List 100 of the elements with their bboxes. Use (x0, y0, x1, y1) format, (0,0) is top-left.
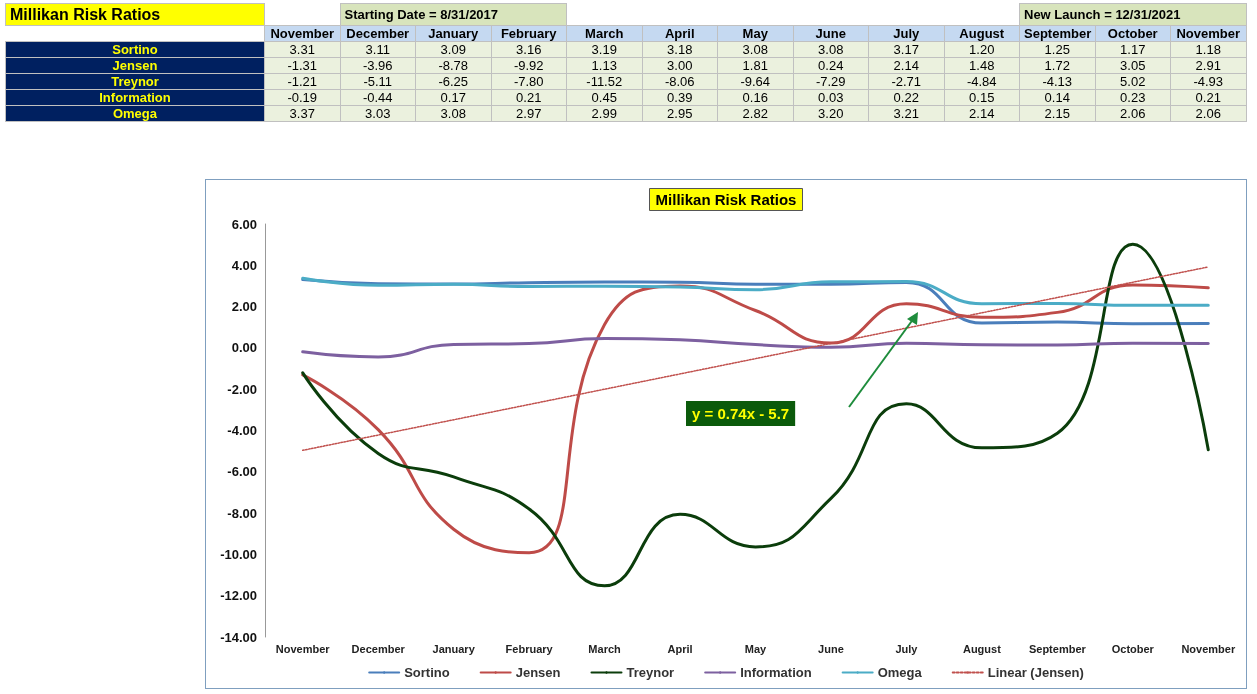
data-label: -4.13 (1019, 73, 1095, 90)
category-label: January (428, 26, 479, 41)
x-tick-label: December (351, 642, 406, 655)
data-label: 0.22 (868, 89, 944, 106)
data-label: 3.03 (340, 105, 416, 122)
data-label: 0.23 (1095, 89, 1171, 106)
data-label: 0.39 (642, 89, 718, 106)
data-label: -9.92 (491, 57, 567, 74)
data-label: 2.91 (1170, 57, 1247, 74)
data-label: -6.25 (415, 73, 491, 90)
data-label: 2.14 (944, 105, 1020, 122)
data-label: 2.06 (1095, 105, 1171, 122)
y-tick-label: -12.00 (220, 588, 257, 604)
data-label: -7.29 (793, 73, 869, 90)
text: Omega (112, 106, 158, 121)
y-tick-label: -2.00 (227, 381, 257, 397)
y-tick-label: 4.00 (231, 257, 257, 273)
category-label: May (742, 26, 768, 41)
data-label: -4.84 (944, 73, 1020, 90)
category-label: October (1107, 26, 1158, 41)
data-label: 1.25 (1019, 41, 1095, 58)
data-label: 1.81 (717, 57, 793, 74)
category-label: November (1176, 26, 1241, 41)
data-label: -5.11 (340, 73, 416, 90)
y-tick-label: -6.00 (227, 464, 257, 480)
data-label: 0.45 (566, 89, 642, 106)
data-label: -9.64 (717, 73, 793, 90)
legend-label: Jensen (515, 665, 561, 680)
data-label: -8.06 (642, 73, 718, 90)
text: Starting Date = 8/31/2017 (340, 3, 567, 26)
data-label: 3.19 (566, 41, 642, 58)
text: Treynor (111, 74, 159, 89)
data-label: 3.09 (415, 41, 491, 58)
data-label: 3.21 (868, 105, 944, 122)
data-label: 1.17 (1095, 41, 1171, 58)
category-label: July (893, 26, 920, 41)
x-tick-label: June (818, 642, 844, 655)
legend-label: Information (740, 665, 812, 680)
data-label: -8.78 (415, 57, 491, 74)
data-label: -1.31 (264, 57, 340, 74)
data-label: 3.08 (717, 41, 793, 58)
data-label: 3.20 (793, 105, 869, 122)
x-tick-label: July (895, 642, 919, 655)
data-label: 2.06 (1170, 105, 1247, 122)
data-label: -11.52 (566, 73, 642, 90)
line-series (301, 276, 1210, 307)
x-tick-label: April (667, 642, 693, 655)
legend-label: Treynor (626, 665, 675, 680)
category-label: April (664, 26, 695, 41)
x-tick-label: August (962, 642, 1002, 655)
data-label: 1.13 (566, 57, 642, 74)
data-label: -4.93 (1170, 73, 1247, 90)
data-label: 3.18 (642, 41, 718, 58)
data-label: 0.15 (944, 89, 1020, 106)
data-label: 5.02 (1095, 73, 1171, 90)
data-label: -3.96 (340, 57, 416, 74)
legend-label: Sortino (404, 665, 450, 680)
y-tick-label: 2.00 (231, 299, 257, 315)
category-label: February (500, 26, 557, 41)
data-label: 0.14 (1019, 89, 1095, 106)
y-tick-label: 0.00 (231, 340, 257, 356)
data-label: 0.24 (793, 57, 869, 74)
x-tick-label: September (1028, 642, 1087, 655)
x-tick-label: February (505, 642, 554, 655)
category-label: November (270, 26, 335, 41)
data-label: 1.72 (1019, 57, 1095, 74)
data-label: 2.99 (566, 105, 642, 122)
category-label: December (346, 26, 410, 41)
data-label: 0.03 (793, 89, 869, 106)
y-tick-label: -10.00 (220, 546, 257, 562)
data-label: 1.48 (944, 57, 1020, 74)
data-label: 3.08 (415, 105, 491, 122)
y-tick-label: -4.00 (227, 423, 257, 438)
y-tick-label: -14.00 (220, 629, 257, 645)
line-series (301, 337, 1210, 359)
text: Sortino (112, 42, 158, 57)
data-label: 3.31 (264, 41, 340, 58)
x-tick-label: October (1111, 642, 1155, 655)
category-label: March (585, 26, 624, 41)
data-label: 2.82 (717, 105, 793, 122)
legend-label: Linear (Jensen) (987, 665, 1084, 680)
x-tick-label: March (588, 642, 622, 655)
data-label: 3.37 (264, 105, 340, 122)
y-tick-label: -8.00 (227, 505, 257, 521)
category-label: August (959, 26, 1005, 41)
data-label: 3.08 (793, 41, 869, 58)
text: Information (99, 90, 171, 105)
text: New Launch = 12/31/2021 (1019, 3, 1247, 26)
data-label: 0.17 (415, 89, 491, 106)
text: Jensen (112, 58, 158, 73)
line-series (301, 242, 1210, 588)
data-label: -0.44 (340, 89, 416, 106)
x-tick-label: January (432, 642, 476, 655)
data-label: 3.05 (1095, 57, 1171, 74)
data-label: -2.71 (868, 73, 944, 90)
annotation: y = 0.74x - 5.7 (692, 405, 790, 422)
data-label: 3.00 (642, 57, 718, 74)
x-tick-label: May (744, 642, 768, 655)
x-tick-label: November (275, 642, 331, 655)
data-label: -7.80 (491, 73, 567, 90)
